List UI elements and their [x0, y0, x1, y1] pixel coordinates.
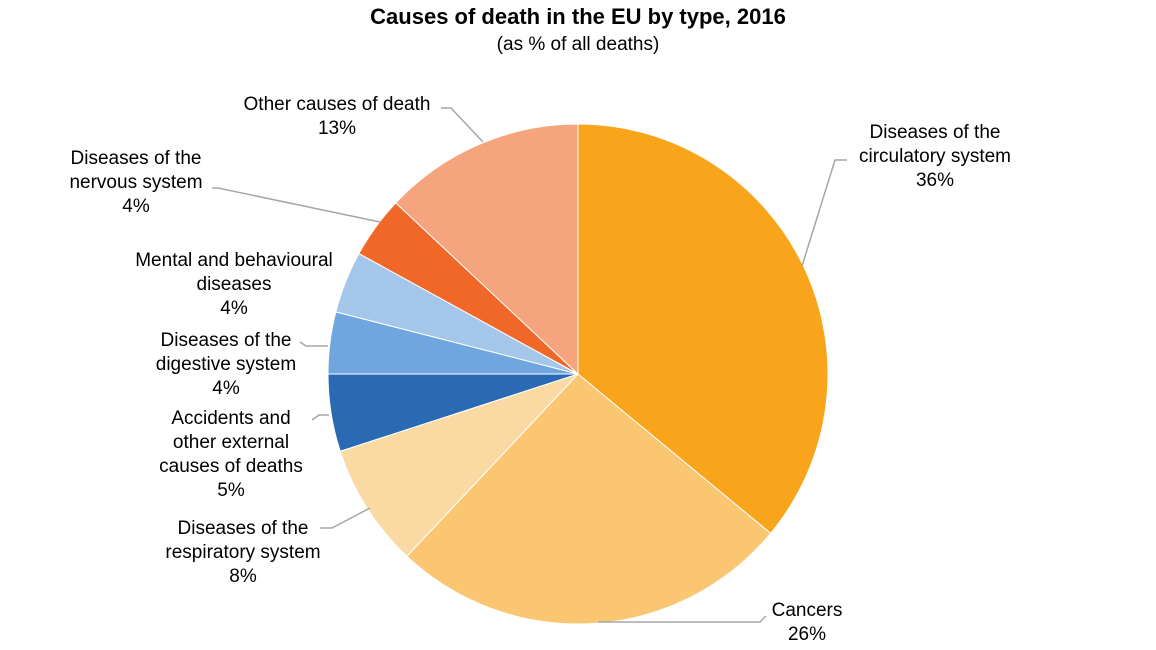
leader-line [311, 414, 329, 421]
slice-name-label: Diseases of the [870, 122, 1001, 143]
slice-value-label: 4% [220, 298, 248, 319]
slice-name-label: Diseases of the [71, 148, 202, 169]
slice-name-label: Accidents and [171, 408, 290, 429]
pie-slice-diseases-of-the-respiratory-system [339, 373, 579, 557]
slice-name-label: Diseases of the [161, 330, 292, 351]
slice-name-label: Mental and behavioural [135, 250, 333, 271]
slice-value-label: 26% [788, 624, 826, 645]
slice-label: Diseases of the nervous system 4% [69, 148, 202, 217]
slice-label: Mental and behavioural diseases 4% [135, 250, 333, 319]
slice-name-label: respiratory system [165, 542, 320, 563]
pie-slice-other-causes-of-death [395, 123, 579, 376]
pie-slices [327, 123, 829, 625]
slice-value-label: 13% [318, 118, 356, 139]
slice-name-label: Cancers [772, 600, 843, 621]
leader-line [212, 187, 381, 223]
slice-name-label: causes of deaths [159, 456, 303, 477]
slice-name-label: diseases [197, 274, 272, 295]
slice-label: Diseases of the digestive system 4% [156, 330, 296, 399]
leader-line [598, 615, 767, 623]
slice-label: Other causes of death 13% [244, 94, 431, 139]
chart-subtitle: (as % of all deaths) [497, 34, 660, 55]
slice-name-label: other external [173, 432, 289, 453]
leader-lines [212, 107, 847, 623]
slice-name-label: Diseases of the [178, 518, 309, 539]
chart-title: Causes of death in the EU by type, 2016 [370, 4, 786, 29]
slice-value-label: 8% [229, 566, 257, 587]
pie-slice-cancers [406, 373, 772, 625]
leader-line [801, 159, 847, 267]
slice-labels: Diseases of the circulatory system 36% Canc… [69, 94, 1011, 645]
slice-value-label: 36% [916, 170, 954, 191]
leader-line [441, 107, 484, 143]
slice-label: Cancers 26% [772, 600, 843, 645]
slice-name-label: nervous system [69, 172, 202, 193]
slice-label: Diseases of the circulatory system 36% [859, 122, 1011, 191]
pie-slice-diseases-of-the-circulatory-system [577, 123, 829, 535]
slice-value-label: 4% [212, 378, 240, 399]
slice-name-label: digestive system [156, 354, 296, 375]
leader-line [299, 341, 328, 347]
slice-name-label: circulatory system [859, 146, 1011, 167]
slice-name-label: Other causes of death [244, 94, 431, 115]
slice-label: Accidents and other external causes of dea… [159, 408, 303, 501]
leader-line [320, 507, 371, 529]
slice-value-label: 5% [217, 480, 245, 501]
slice-label: Diseases of the respiratory system 8% [165, 518, 320, 587]
slice-value-label: 4% [122, 196, 150, 217]
